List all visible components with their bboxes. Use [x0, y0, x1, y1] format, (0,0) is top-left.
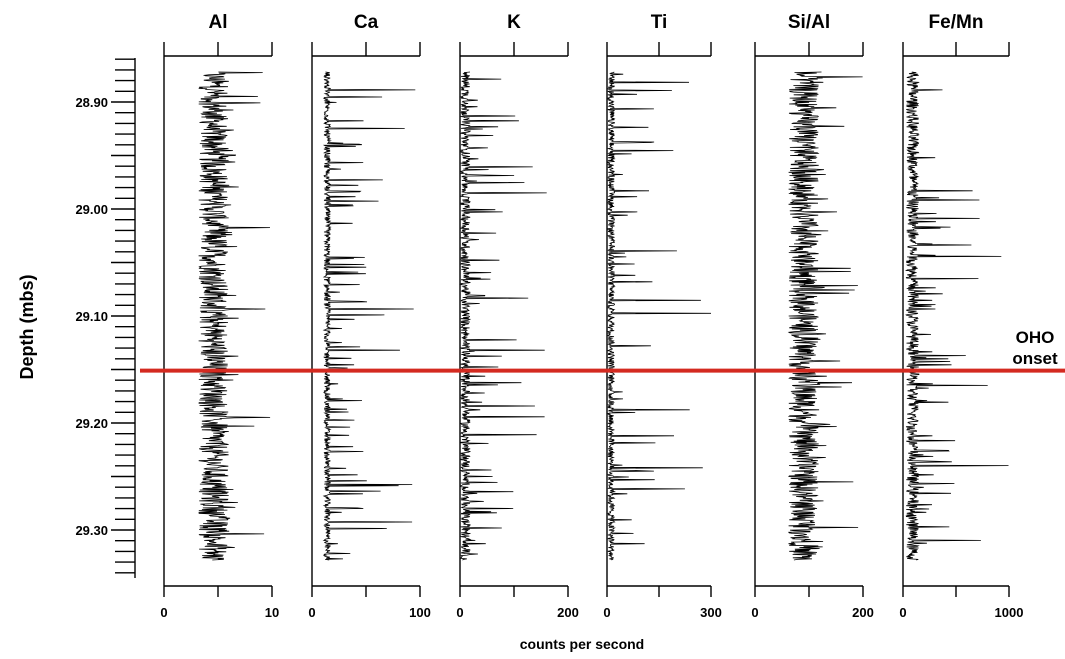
series-title: K [507, 12, 521, 33]
x-axis-label: counts per second [520, 636, 644, 652]
depth-tick-label: 29.20 [75, 416, 108, 431]
series-title: Ti [651, 12, 668, 33]
series-trace [606, 71, 712, 561]
series-title: Si/Al [788, 12, 830, 33]
panel-ti: Ti 0 300 [603, 12, 721, 620]
oho-onset-label-line2: onset [1012, 349, 1058, 368]
x-tick-label: 0 [899, 605, 906, 620]
oho-onset-label-line1: OHO [1016, 328, 1055, 347]
x-tick-label: 1000 [995, 605, 1024, 620]
series-trace [904, 71, 1009, 561]
panel-ca: Ca 0 100 [308, 12, 430, 620]
x-tick-label: 0 [160, 605, 167, 620]
depth-tick-label: 29.10 [75, 309, 108, 324]
x-tick-label: 200 [557, 605, 579, 620]
x-tick-label: 200 [852, 605, 874, 620]
x-tick-label: 0 [603, 605, 610, 620]
series-trace [322, 71, 416, 561]
element-panels: Al 0 10 Ca 0 100 K 0 200 Ti 0 300 Si/Al 0 200 Fe/Mn 0 100… [160, 12, 1023, 620]
x-tick-label: 0 [751, 605, 758, 620]
series-title: Al [209, 12, 228, 33]
depth-axis-label: Depth (mbs) [17, 275, 37, 380]
x-tick-label: 0 [456, 605, 463, 620]
x-tick-label: 100 [409, 605, 431, 620]
panel-fe-mn: Fe/Mn 0 1000 [899, 12, 1023, 620]
x-tick-label: 0 [308, 605, 315, 620]
series-trace [787, 71, 863, 561]
panel-si-al: Si/Al 0 200 [751, 12, 873, 620]
series-trace [459, 71, 547, 561]
x-tick-label: 300 [700, 605, 722, 620]
depth-axis: 28.90 29.00 29.10 29.20 29.30 [75, 58, 136, 578]
panel-k: K 0 200 [456, 12, 578, 620]
panel-al: Al 0 10 [160, 12, 279, 620]
series-trace [198, 71, 271, 561]
series-title: Ca [354, 12, 379, 33]
depth-tick-label: 29.30 [75, 523, 108, 538]
x-tick-label: 10 [265, 605, 279, 620]
depth-tick-label: 29.00 [75, 202, 108, 217]
depth-tick-label: 28.90 [75, 95, 108, 110]
series-title: Fe/Mn [929, 12, 984, 33]
